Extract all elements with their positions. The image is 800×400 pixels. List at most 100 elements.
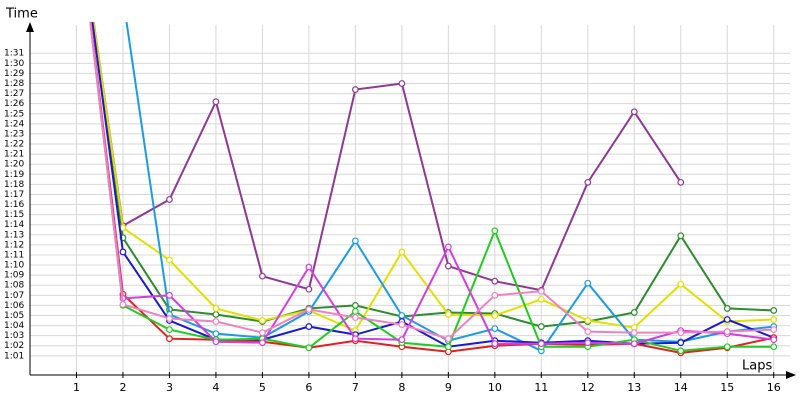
point — [398, 312, 406, 319]
x-tick-label: 12 — [581, 381, 595, 394]
point — [259, 317, 266, 324]
x-tick-label: 14 — [674, 381, 688, 394]
x-tick-label: 10 — [488, 381, 502, 394]
point — [444, 311, 452, 318]
y-tick-label: 1:03 — [4, 331, 24, 341]
point — [305, 263, 313, 271]
y-tick-label: 1:28 — [4, 79, 24, 89]
point — [630, 108, 638, 116]
x-tick-label: 13 — [627, 381, 641, 394]
point — [212, 318, 220, 325]
y-tick-label: 1:21 — [4, 150, 24, 160]
point — [537, 295, 545, 303]
point — [444, 243, 452, 251]
point — [351, 335, 359, 343]
point — [584, 328, 592, 336]
point — [444, 262, 452, 270]
x-tick-label: 15 — [720, 381, 734, 394]
y-tick-label: 1:11 — [4, 250, 24, 260]
point — [537, 323, 545, 330]
point — [723, 328, 731, 336]
series-line — [92, 22, 682, 292]
point — [677, 178, 685, 186]
point — [770, 307, 778, 314]
y-tick-label: 1:31 — [4, 49, 24, 59]
x-tick-label: 11 — [534, 381, 548, 394]
point — [212, 330, 220, 338]
y-tick-label: 1:19 — [4, 170, 24, 180]
point — [398, 321, 406, 328]
series-line — [89, 22, 774, 352]
point — [444, 335, 452, 343]
x-tick-label: 3 — [166, 381, 173, 394]
point — [351, 86, 359, 93]
point — [723, 316, 731, 323]
point — [166, 196, 173, 203]
y-tick-label: 1:30 — [4, 59, 24, 69]
y-arrow — [26, 22, 34, 32]
point — [584, 178, 592, 186]
point — [351, 308, 359, 315]
x-arrow — [786, 371, 796, 379]
x-tick-label: 5 — [259, 381, 266, 394]
point — [398, 336, 406, 344]
point — [212, 305, 220, 312]
point — [259, 339, 266, 347]
x-tick-label: 6 — [305, 381, 312, 394]
point — [305, 285, 313, 293]
point — [444, 343, 452, 351]
y-tick-label: 1:25 — [4, 109, 24, 119]
y-tick-label: 1:17 — [4, 190, 24, 200]
point — [491, 277, 499, 285]
point — [677, 232, 685, 240]
point — [723, 305, 731, 312]
point — [677, 329, 685, 337]
series-line — [91, 22, 775, 348]
point — [398, 80, 406, 87]
point — [491, 291, 499, 299]
y-tick-label: 1:24 — [4, 119, 24, 129]
x-tick-label: 7 — [352, 381, 359, 394]
point — [166, 326, 173, 334]
y-tick-label: 1:26 — [4, 99, 24, 109]
point — [351, 302, 359, 309]
point — [212, 98, 220, 106]
y-tick-label: 1:10 — [4, 261, 24, 271]
point — [630, 340, 638, 348]
point — [770, 316, 778, 323]
point — [119, 300, 127, 308]
point — [166, 315, 173, 322]
y-tick-label: 1:01 — [4, 351, 24, 361]
series-line — [89, 22, 774, 354]
point — [630, 309, 638, 316]
point — [677, 347, 685, 355]
point — [119, 248, 127, 256]
point — [770, 326, 778, 334]
y-tick-label: 1:14 — [4, 220, 24, 230]
y-tick-label: 1:08 — [4, 281, 24, 291]
y-tick-label: 1:20 — [4, 160, 24, 170]
point — [630, 329, 638, 337]
point — [491, 340, 499, 348]
y-tick-label: 1:07 — [4, 291, 24, 301]
point — [491, 312, 499, 319]
y-tick-label: 1:09 — [4, 271, 24, 281]
series-line — [92, 22, 774, 328]
point — [166, 256, 173, 264]
point — [677, 339, 685, 347]
point — [584, 339, 592, 347]
x-tick-label: 8 — [398, 381, 405, 394]
point — [120, 0, 126, 1]
point — [770, 336, 778, 344]
series-line — [89, 22, 774, 340]
x-tick-label: 2 — [119, 381, 126, 394]
y-tick-label: 1:23 — [4, 129, 24, 139]
y-tick-label: 1:27 — [4, 89, 24, 99]
y-tick-label: 1:04 — [4, 321, 24, 331]
y-tick-label: 1:18 — [4, 180, 24, 190]
point — [351, 237, 359, 245]
point — [259, 329, 266, 337]
x-tick-label: 9 — [445, 381, 452, 394]
plot-area — [89, 0, 778, 357]
point — [491, 325, 499, 333]
